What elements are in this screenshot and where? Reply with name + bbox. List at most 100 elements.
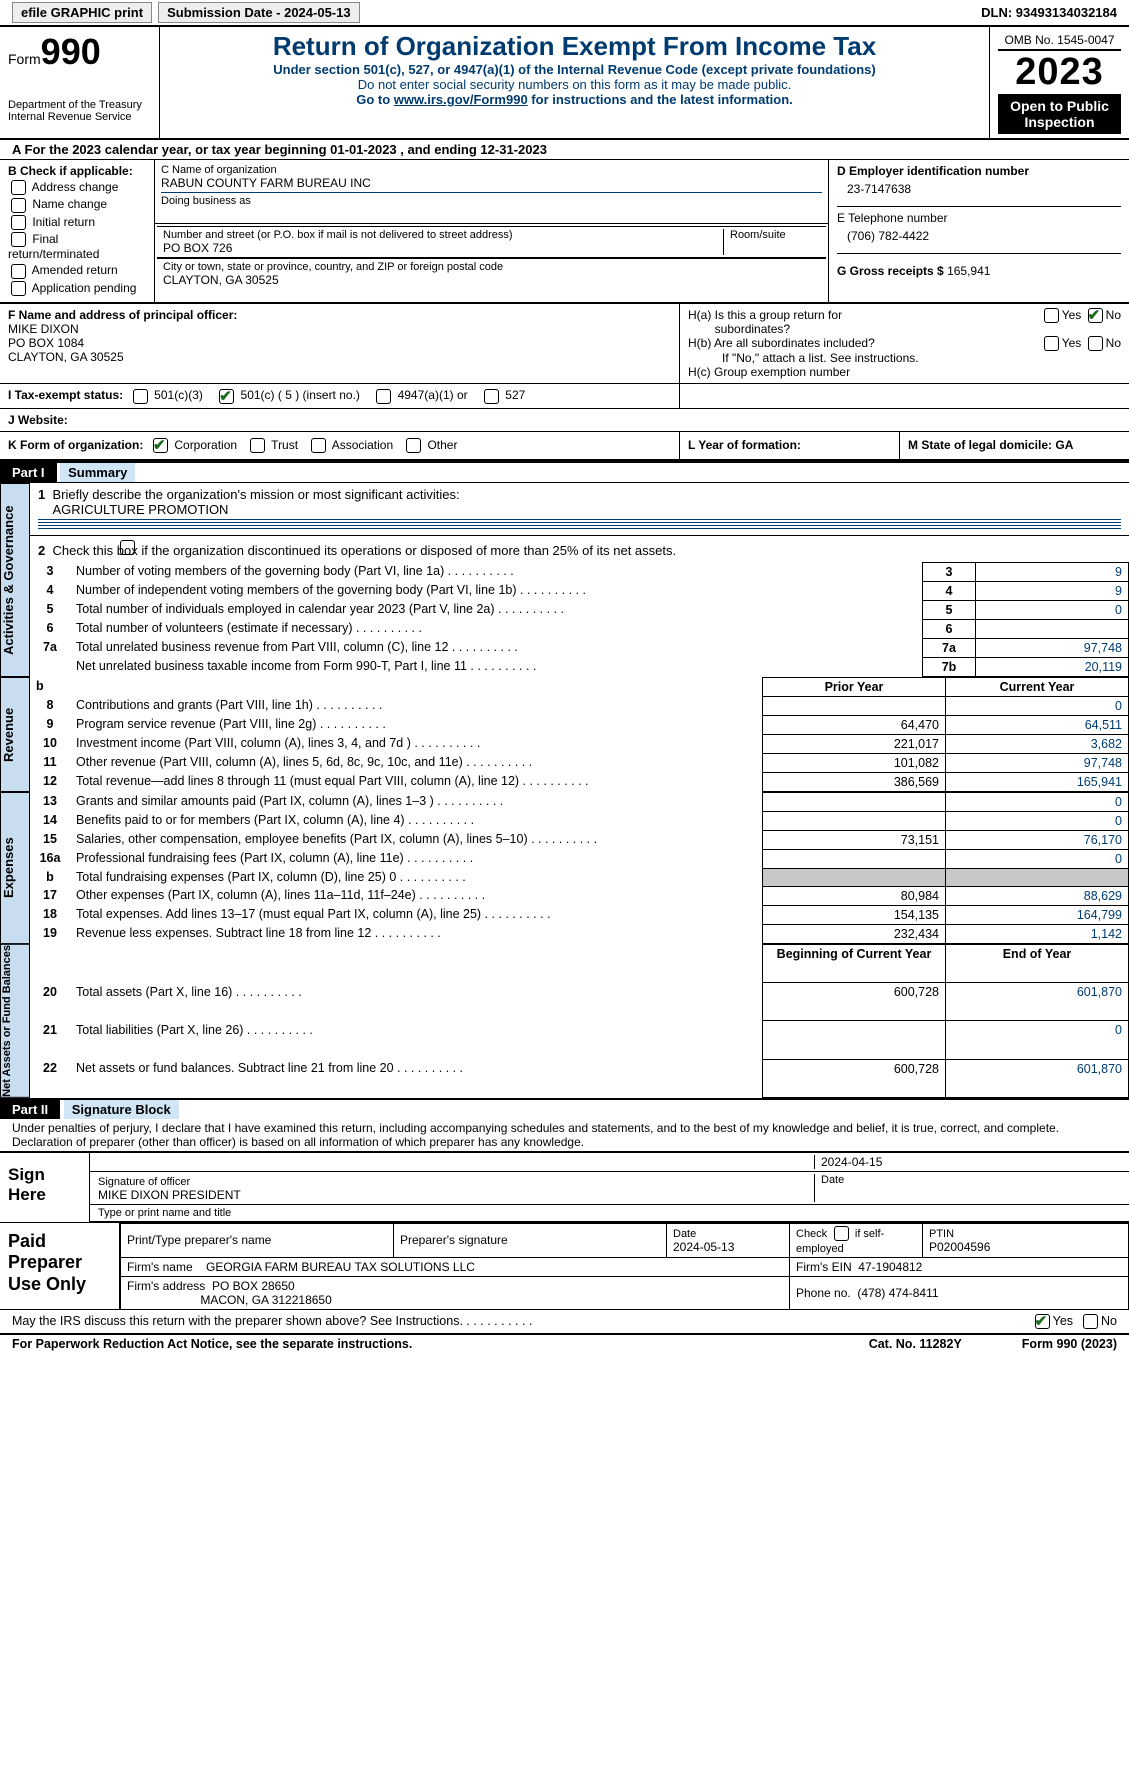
no-label2: No — [1106, 336, 1121, 350]
tax-status-checkbox[interactable] — [376, 389, 391, 404]
type-print-label: Type or print name and title — [90, 1205, 1129, 1222]
city-state-zip: CLAYTON, GA 30525 — [163, 273, 820, 287]
omb-number: OMB No. 1545-0047 — [998, 31, 1121, 50]
discontinued-checkbox[interactable] — [120, 540, 135, 555]
discuss-no-checkbox[interactable] — [1083, 1314, 1098, 1329]
declaration-text: Under penalties of perjury, I declare th… — [0, 1119, 1129, 1151]
phone-value: (706) 782-4422 — [837, 225, 1121, 253]
irs-label: Internal Revenue Service — [8, 111, 151, 123]
hc-label: H(c) Group exemption number — [688, 365, 1121, 379]
box-b-label: B Check if applicable: — [8, 164, 133, 178]
website-label: J Website: — [8, 413, 68, 427]
discuss-yes: Yes — [1053, 1314, 1073, 1328]
section-bcdeg: B Check if applicable: Address change Na… — [0, 160, 1129, 303]
firm-name: GEORGIA FARM BUREAU TAX SOLUTIONS LLC — [206, 1260, 475, 1274]
sign-section: Sign Here 2024-04-15 Signature of office… — [0, 1151, 1129, 1222]
gov-table: 3Number of voting members of the governi… — [30, 562, 1129, 677]
expenses-table: 13Grants and similar amounts paid (Part … — [30, 792, 1129, 944]
firm-phone: (478) 474-8411 — [857, 1286, 938, 1300]
tax-status-checkbox[interactable] — [484, 389, 499, 404]
box-i: I Tax-exempt status: 501(c)(3) 501(c) ( … — [0, 384, 680, 407]
boxb-checkbox[interactable] — [11, 232, 26, 247]
box-f-label: F Name and address of principal officer: — [8, 308, 237, 322]
form-subtitle-2: Do not enter social security numbers on … — [168, 77, 981, 92]
gross-receipts-value: 165,941 — [947, 264, 990, 278]
part-i-strip: Part I — [0, 463, 57, 482]
part-i-title: Summary — [60, 463, 135, 482]
submission-date-button[interactable]: Submission Date - 2024-05-13 — [158, 2, 360, 23]
firm-ein-label: Firm's EIN — [796, 1260, 852, 1274]
dln-label: DLN: 93493134032184 — [981, 5, 1117, 20]
room-label: Room/suite — [730, 229, 820, 241]
line-a: A For the 2023 calendar year, or tax yea… — [0, 140, 1129, 160]
prep-date-label: Date — [673, 1228, 696, 1240]
self-emp-label: Check — [796, 1228, 827, 1240]
hb-no-checkbox[interactable] — [1088, 336, 1103, 351]
mission-label: Briefly describe the organization's miss… — [52, 487, 459, 502]
ptin-value: P02004596 — [929, 1240, 990, 1254]
paperwork-notice: For Paperwork Reduction Act Notice, see … — [12, 1337, 412, 1351]
form-header: Form990 Department of the Treasury Inter… — [0, 27, 1129, 140]
side-activities: Activities & Governance — [0, 483, 30, 677]
form-number: 990 — [41, 31, 101, 72]
boxb-checkbox[interactable] — [11, 198, 26, 213]
form-prefix: Form — [8, 51, 41, 67]
boxb-checkbox[interactable] — [11, 264, 26, 279]
part-i-header: Part I Summary — [0, 461, 1129, 482]
sign-date: 2024-04-15 — [814, 1155, 1121, 1169]
dba-label: Doing business as — [161, 195, 822, 207]
sig-officer-label: Signature of officer — [98, 1176, 190, 1188]
tax-status-checkbox[interactable] — [133, 389, 148, 404]
prep-name-label: Print/Type preparer's name — [121, 1223, 394, 1257]
street-address: PO BOX 726 — [163, 241, 723, 255]
boxb-checkbox[interactable] — [11, 180, 26, 195]
form-org-label: K Form of organization: — [8, 438, 143, 452]
gross-receipts-label: G Gross receipts $ — [837, 264, 944, 278]
box-c-name-label: C Name of organization — [161, 164, 822, 176]
discuss-question: May the IRS discuss this return with the… — [12, 1314, 1032, 1329]
firm-name-label: Firm's name — [127, 1260, 193, 1274]
officer-name: MIKE DIXON — [8, 322, 79, 336]
ha-yes-checkbox[interactable] — [1044, 308, 1059, 323]
ha-sub: subordinates? — [715, 322, 790, 336]
mission-value: AGRICULTURE PROMOTION — [52, 502, 228, 517]
prep-sig-label: Preparer's signature — [394, 1223, 667, 1257]
section-fh: F Name and address of principal officer:… — [0, 303, 1129, 383]
part-ii-title: Signature Block — [64, 1100, 179, 1119]
tax-status-checkbox[interactable] — [219, 389, 234, 404]
date-label: Date — [814, 1174, 1121, 1202]
part-ii-strip: Part II — [0, 1100, 60, 1119]
topbar: efile GRAPHIC print Submission Date - 20… — [0, 0, 1129, 27]
year-formation-label: L Year of formation: — [688, 438, 801, 452]
no-label: No — [1106, 308, 1121, 322]
form-org-checkbox[interactable] — [250, 438, 265, 453]
tax-year: 2023 — [998, 50, 1121, 94]
form-footer-post: (2023) — [1077, 1337, 1117, 1351]
firm-ein: 47-1904812 — [858, 1260, 922, 1274]
efile-print-button[interactable]: efile GRAPHIC print — [12, 2, 152, 23]
ein-label: D Employer identification number — [837, 164, 1029, 178]
boxb-checkbox[interactable] — [11, 281, 26, 296]
org-name: RABUN COUNTY FARM BUREAU INC — [161, 176, 822, 190]
hb-yes-checkbox[interactable] — [1044, 336, 1059, 351]
city-label: City or town, state or province, country… — [163, 261, 820, 273]
ha-no-checkbox[interactable] — [1088, 308, 1103, 323]
form-org-checkbox[interactable] — [406, 438, 421, 453]
firm-addr2: MACON, GA 312218650 — [200, 1293, 331, 1307]
footer: For Paperwork Reduction Act Notice, see … — [0, 1333, 1129, 1353]
side-revenue: Revenue — [0, 677, 30, 792]
form-org-checkbox[interactable] — [311, 438, 326, 453]
irs-form990-link[interactable]: www.irs.gov/Form990 — [394, 92, 528, 107]
form-org-checkbox[interactable] — [153, 438, 168, 453]
boxb-checkbox[interactable] — [11, 215, 26, 230]
dept-label: Department of the Treasury — [8, 99, 151, 111]
state-domicile: M State of legal domicile: GA — [908, 438, 1073, 452]
discuss-yes-checkbox[interactable] — [1035, 1314, 1050, 1329]
paid-preparer-label: Paid Preparer Use Only — [0, 1223, 120, 1309]
part-ii-header: Part II Signature Block — [0, 1098, 1129, 1119]
self-employed-checkbox[interactable] — [834, 1226, 849, 1241]
discuss-no: No — [1101, 1314, 1117, 1328]
netassets-table: Beginning of Current YearEnd of Year20To… — [30, 944, 1129, 1098]
firm-addr-label: Firm's address — [127, 1279, 205, 1293]
ein-value: 23-7147638 — [837, 178, 1121, 206]
